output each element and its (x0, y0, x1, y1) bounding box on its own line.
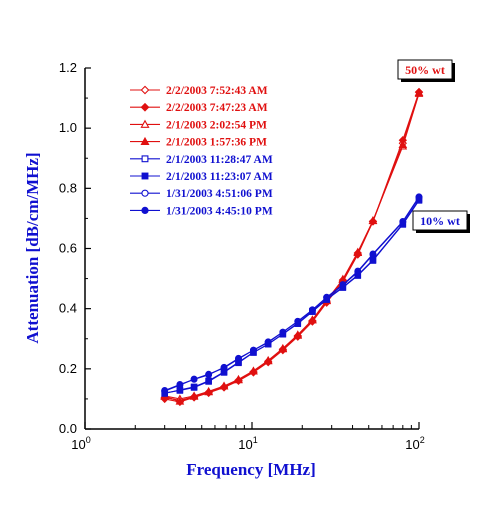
annotation-frame (397, 59, 453, 80)
data-point (398, 140, 408, 148)
data-point (175, 396, 185, 405)
data-point (279, 328, 287, 336)
y-tick-label: 1.0 (59, 120, 77, 135)
x-tick-label: 102 (405, 435, 424, 452)
series-line (164, 197, 420, 392)
axis-ticks: 0.0 0.2 0.4 0.6 0.8 1.0 1.2 100 101 102 (59, 60, 425, 452)
legend: 2/2/2003 7:52:43 AM 2/2/2003 7:47:23 AM 2/… (130, 85, 273, 217)
legend-label: 2/1/2003 2:02:54 PM (166, 119, 267, 131)
series-5 (161, 197, 423, 397)
data-point (294, 317, 302, 325)
y-tick-label: 1.2 (59, 60, 77, 75)
legend-item: 2/1/2003 11:28:47 AM (130, 154, 273, 166)
data-point (189, 391, 199, 400)
series-7 (161, 193, 423, 394)
data-point (308, 306, 316, 314)
legend-marker (140, 119, 150, 128)
data-point (339, 281, 347, 289)
series-line (164, 196, 420, 392)
legend-label: 2/2/2003 7:47:23 AM (166, 102, 268, 114)
data-point (293, 330, 303, 339)
legend-marker (140, 85, 150, 95)
data-point (323, 294, 331, 301)
data-point (219, 381, 229, 390)
legend-item: 1/31/2003 4:51:06 PM (130, 188, 273, 200)
legend-label: 2/1/2003 11:23:07 AM (166, 171, 273, 183)
y-tick-label: 0.6 (59, 241, 77, 256)
data-point (308, 315, 317, 324)
data-point (176, 387, 184, 394)
data-point (414, 88, 424, 96)
legend-item: 2/2/2003 7:52:43 AM (130, 85, 268, 97)
x-axis-title: Frequency [MHz] (186, 460, 316, 479)
data-point (415, 193, 423, 201)
data-point (354, 268, 362, 276)
data-point (235, 355, 242, 363)
series-8 (161, 193, 423, 395)
data-point (368, 216, 378, 225)
data-point (278, 344, 288, 353)
annotation-box: 50% wt (397, 59, 455, 82)
y-tick-label: 0.8 (59, 180, 77, 195)
data-point (263, 356, 273, 365)
data-point (190, 384, 198, 391)
series-6 (161, 196, 423, 397)
legend-item: 1/31/2003 4:45:10 PM (130, 205, 273, 217)
data-point (234, 375, 243, 384)
data-point (399, 218, 407, 226)
chart-marks (160, 87, 424, 407)
annotation-label: 50% wt (405, 63, 445, 77)
annotation-box: 10% wt (412, 210, 470, 233)
annotation-frame (412, 210, 468, 231)
x-tick-label: 100 (71, 435, 90, 452)
y-tick-label: 0.2 (59, 361, 77, 376)
data-point (205, 378, 212, 385)
legend-label: 2/1/2003 11:28:47 AM (166, 154, 273, 166)
data-point (220, 364, 228, 372)
data-point (249, 366, 258, 375)
data-point (264, 338, 272, 346)
series-line (164, 199, 420, 394)
data-point (176, 381, 184, 389)
data-point (190, 375, 198, 383)
data-point (204, 387, 213, 396)
data-point (161, 387, 169, 395)
legend-marker (141, 172, 149, 180)
legend-marker (140, 102, 150, 112)
data-point (353, 248, 363, 256)
legend-label: 2/1/2003 1:57:36 PM (166, 137, 267, 149)
annotation-label: 10% wt (420, 214, 460, 228)
annotations: 50% wt 10% wt (397, 59, 470, 233)
data-point (205, 370, 213, 378)
legend-item: 2/1/2003 1:57:36 PM (130, 137, 267, 149)
data-point (249, 346, 257, 354)
legend-label: 2/2/2003 7:52:43 AM (166, 85, 268, 97)
series-line (164, 200, 420, 395)
legend-marker (140, 136, 150, 146)
y-tick-label: 0.4 (59, 301, 77, 316)
data-point (369, 251, 377, 258)
legend-item: 2/1/2003 11:23:07 AM (130, 171, 273, 183)
legend-marker (141, 155, 149, 163)
data-point (369, 256, 377, 264)
legend-marker (141, 189, 149, 197)
y-axis-title: Attenuation [dB/cm/MHz] (23, 152, 42, 343)
x-tick-label: 101 (238, 435, 257, 452)
legend-marker (141, 206, 149, 215)
legend-label: 1/31/2003 4:51:06 PM (166, 188, 273, 200)
legend-item: 2/2/2003 7:47:23 AM (130, 102, 268, 114)
legend-item: 2/1/2003 2:02:54 PM (130, 119, 267, 131)
legend-label: 1/31/2003 4:45:10 PM (166, 205, 273, 217)
y-tick-label: 0.0 (59, 421, 77, 436)
